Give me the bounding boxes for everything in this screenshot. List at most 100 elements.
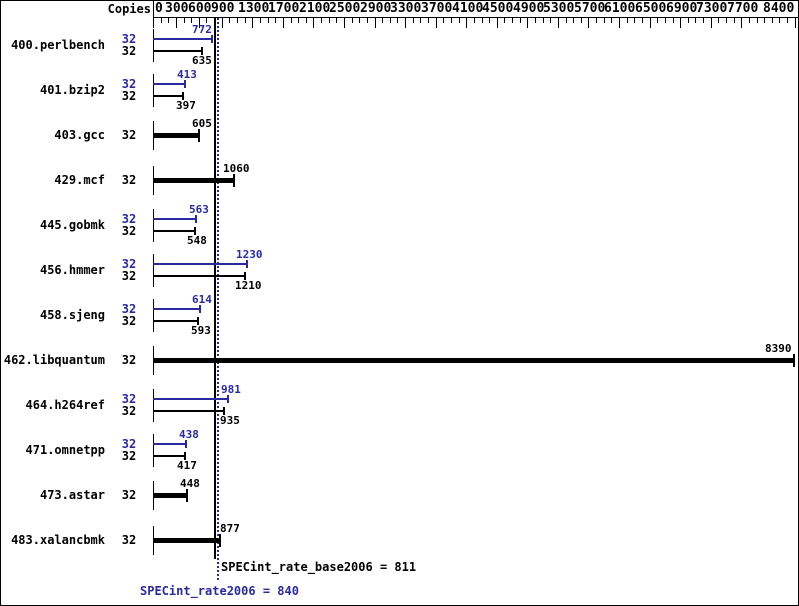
axis-minor-tick [451, 18, 452, 23]
axis-tick-label: 0 [155, 1, 163, 16]
bar-value-label: 605 [192, 117, 212, 130]
row-bracket [153, 254, 154, 287]
axis-major-tick [436, 18, 437, 28]
axis-minor-tick [352, 18, 353, 23]
benchmark-label: 464.h264ref [25, 398, 105, 412]
axis-minor-tick [321, 18, 322, 23]
axis-minor-tick [245, 18, 246, 23]
copies-value-peak: 32 [121, 32, 137, 46]
bar-value-label: 772 [192, 23, 212, 36]
benchmark-label: 456.hmmer [39, 263, 105, 277]
peak-rate-summary: SPECint_rate2006 = 840 [140, 584, 299, 598]
axis-major-tick [527, 18, 528, 28]
bar-value-label: 563 [189, 203, 209, 216]
bar-value-label: 448 [180, 477, 200, 490]
axis-major-tick [466, 18, 467, 28]
bar-value-label: 935 [220, 414, 240, 427]
axis-major-tick [497, 18, 498, 28]
base-bar-end-tick [201, 47, 203, 55]
axis-major-tick [405, 18, 406, 28]
axis-tick-label: 4100 [452, 1, 484, 16]
row-bracket [153, 74, 154, 107]
axis-major-tick [711, 18, 712, 28]
axis-minor-tick [489, 18, 490, 23]
axis-minor-tick [764, 18, 765, 23]
axis-minor-tick [566, 18, 567, 23]
axis-minor-tick [382, 18, 383, 23]
axis-tick-label: 5300 [543, 1, 575, 16]
axis-minor-tick [459, 18, 460, 23]
base-bar [153, 95, 183, 97]
bar-value-label: 548 [187, 234, 207, 247]
axis-major-tick [795, 18, 796, 28]
copies-value: 32 [121, 533, 137, 547]
axis-minor-tick [634, 18, 635, 23]
row-bracket [153, 299, 154, 332]
axis-minor-tick [550, 18, 551, 23]
axis-minor-tick [688, 18, 689, 23]
axis-tick-label: 1700 [268, 1, 300, 16]
benchmark-label: 462.libquantum [3, 353, 105, 367]
peak-bar-end-tick [184, 80, 186, 88]
axis-minor-tick [390, 18, 391, 23]
base-rate-summary: SPECint_rate_base2006 = 811 [221, 560, 417, 574]
base-bar-end-tick [223, 407, 225, 415]
axis-minor-tick [206, 18, 207, 23]
base-bar [153, 410, 224, 412]
row-bracket [153, 389, 154, 422]
axis-minor-tick [504, 18, 505, 23]
row-bracket [153, 29, 154, 62]
axis-minor-tick [291, 18, 292, 23]
axis-minor-tick [779, 18, 780, 23]
axis-major-tick [199, 18, 200, 28]
axis-minor-tick [298, 18, 299, 23]
axis-minor-tick [657, 18, 658, 23]
axis-tick-label: 600 [188, 1, 212, 16]
axis-major-tick [375, 18, 376, 28]
base-rate-line [214, 18, 216, 559]
axis-major-tick [283, 18, 284, 28]
benchmark-label: 458.sjeng [39, 308, 105, 322]
axis-minor-tick [191, 18, 192, 23]
benchmark-label: 473.astar [39, 488, 105, 502]
axis-minor-tick [237, 18, 238, 23]
axis-minor-tick [184, 18, 185, 23]
base-bar-end-tick [194, 227, 196, 235]
base-bar [153, 133, 199, 138]
base-bar-end-tick [233, 174, 235, 187]
axis-minor-tick [543, 18, 544, 23]
axis-minor-tick [772, 18, 773, 23]
axis-minor-tick [482, 18, 483, 23]
axis-major-tick [153, 18, 154, 28]
benchmark-label: 483.xalancbmk [11, 533, 105, 547]
axis-minor-tick [520, 18, 521, 23]
base-bar-end-tick [182, 92, 184, 100]
row-bracket [153, 434, 154, 467]
axis-minor-tick [573, 18, 574, 23]
row-bracket [153, 209, 154, 242]
bar-value-label: 413 [177, 68, 197, 81]
copies-value-peak: 32 [121, 77, 137, 91]
base-bar-end-tick [244, 272, 246, 280]
peak-bar [153, 83, 185, 85]
copies-value-base: 32 [121, 269, 137, 283]
axis-major-tick [252, 18, 253, 28]
bar-value-label: 8390 [765, 342, 792, 355]
axis-major-tick [741, 18, 742, 28]
base-bar [153, 50, 202, 52]
axis-major-tick [222, 18, 223, 28]
axis-tick-label: 300 [165, 1, 189, 16]
plot-left-border [153, 1, 154, 28]
base-bar-end-tick [184, 452, 186, 460]
axis-minor-tick [611, 18, 612, 23]
axis-minor-tick [703, 18, 704, 23]
axis-tick-label: 4500 [482, 1, 514, 16]
axis-minor-tick [665, 18, 666, 23]
copies-value-peak: 32 [121, 302, 137, 316]
benchmark-label: 445.gobmk [39, 218, 105, 232]
axis-minor-tick [474, 18, 475, 23]
copies-value: 32 [121, 353, 137, 367]
peak-bar [153, 308, 200, 310]
bar-value-label: 1210 [235, 279, 262, 292]
benchmark-label: 401.bzip2 [39, 83, 105, 97]
